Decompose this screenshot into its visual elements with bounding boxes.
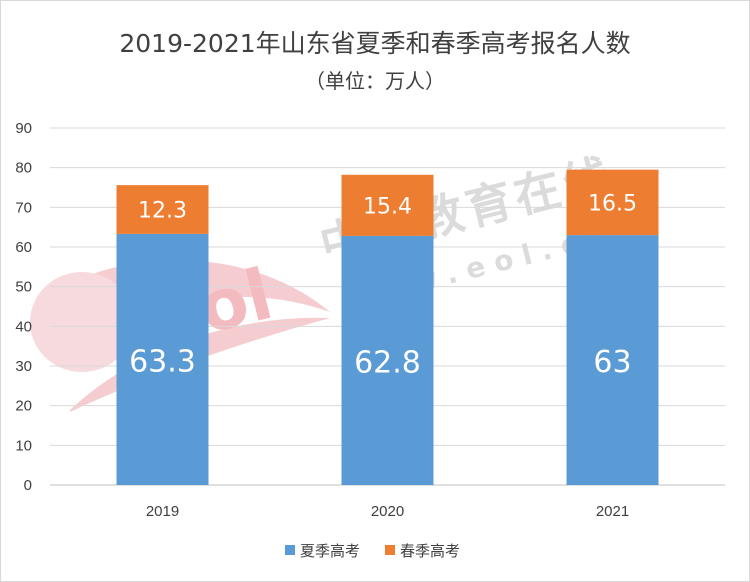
legend: 夏季高考 春季高考 xyxy=(285,542,460,560)
data-label: 63 xyxy=(593,345,631,380)
data-label: 16.5 xyxy=(588,191,637,216)
y-tick-label: 90 xyxy=(15,120,32,137)
bar-segment xyxy=(341,174,434,236)
bar-segment xyxy=(116,185,209,234)
data-label: 62.8 xyxy=(354,345,421,380)
bars: 63.3 12.3 62.8 15.4 63 16.5 xyxy=(116,169,659,485)
y-tick-label: 30 xyxy=(15,358,32,375)
y-tick-label: 0 xyxy=(24,477,32,494)
y-tick-label: 40 xyxy=(15,318,32,335)
legend-label: 夏季高考 xyxy=(300,542,360,560)
data-label: 63.3 xyxy=(129,344,196,379)
y-tick-label: 50 xyxy=(15,279,32,296)
chart-title: 2019-2021年山东省夏季和春季高考报名人数 xyxy=(119,29,630,58)
y-tick-label: 20 xyxy=(15,398,32,415)
bar-segment xyxy=(566,235,659,485)
data-label: 15.4 xyxy=(363,194,412,219)
y-tick-label: 70 xyxy=(15,199,32,216)
y-tick-label: 80 xyxy=(15,160,32,177)
x-tick-label: 2021 xyxy=(596,503,629,520)
x-axis: 2019 2020 2021 xyxy=(146,503,629,520)
legend-swatch xyxy=(285,545,295,555)
y-axis: 0 10 20 30 40 50 60 70 80 90 xyxy=(15,120,32,494)
bar-segment xyxy=(341,235,434,485)
bar-segment xyxy=(116,233,209,485)
data-label: 12.3 xyxy=(138,199,187,224)
y-tick-label: 10 xyxy=(15,437,32,454)
legend-swatch xyxy=(385,545,395,555)
x-tick-label: 2020 xyxy=(371,503,404,520)
chart-subtitle: （单位：万人） xyxy=(305,69,445,93)
legend-label: 春季高考 xyxy=(400,542,460,560)
y-tick-label: 60 xyxy=(15,239,32,256)
bar-segment xyxy=(566,169,659,236)
x-tick-label: 2019 xyxy=(146,503,179,520)
